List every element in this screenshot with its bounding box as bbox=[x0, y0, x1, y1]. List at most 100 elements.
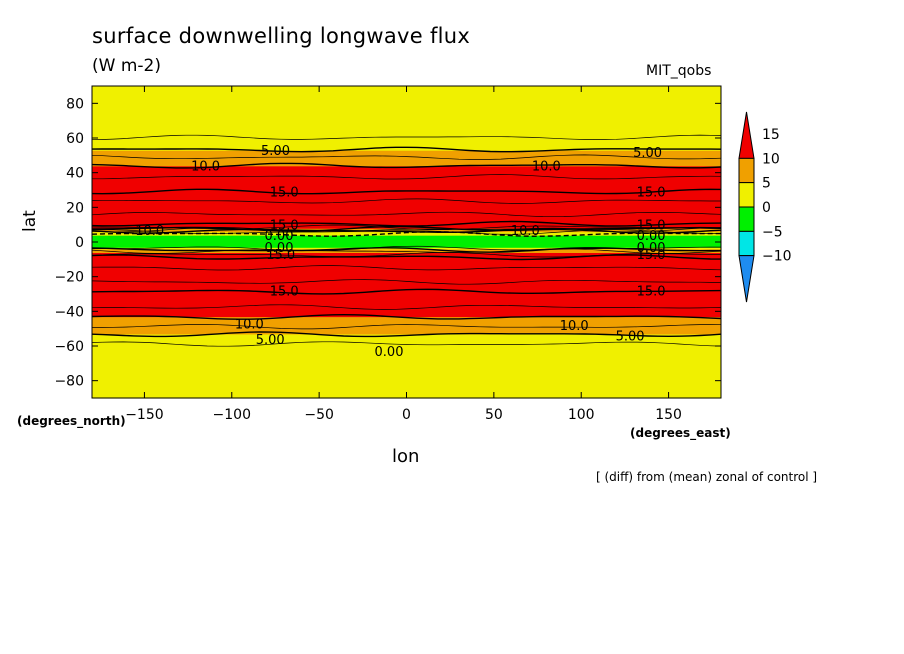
field-band bbox=[92, 150, 721, 153]
contour-line bbox=[91, 154, 722, 160]
field-band bbox=[92, 366, 721, 370]
field-band bbox=[92, 101, 721, 104]
x-tick-label: 50 bbox=[485, 407, 503, 423]
contour-label: 10.0 bbox=[191, 160, 220, 175]
field-band bbox=[92, 91, 721, 94]
field-band bbox=[92, 191, 721, 195]
contour-line bbox=[91, 254, 722, 261]
colorbar-label: −5 bbox=[762, 224, 783, 240]
field-band bbox=[92, 385, 721, 389]
field-band bbox=[92, 118, 721, 122]
x-axis-unit: (degrees_east) bbox=[630, 426, 731, 440]
field-band bbox=[92, 344, 721, 347]
field-band bbox=[92, 138, 721, 141]
field-band bbox=[92, 287, 721, 290]
field-band bbox=[92, 216, 721, 219]
field-band bbox=[92, 134, 721, 137]
field-band bbox=[92, 131, 721, 134]
field-band bbox=[92, 196, 721, 200]
field-band bbox=[92, 233, 721, 236]
field-band bbox=[92, 339, 721, 342]
field-band bbox=[92, 375, 721, 378]
field-band bbox=[92, 302, 721, 305]
colorbar-segment bbox=[738, 230, 755, 257]
field-band bbox=[92, 200, 721, 203]
field-band bbox=[92, 300, 721, 304]
field-band bbox=[92, 295, 721, 299]
field-band bbox=[92, 181, 721, 184]
field-band bbox=[92, 340, 721, 344]
y-tick-label: 80 bbox=[66, 96, 84, 112]
y-axis-unit: (degrees_north) bbox=[17, 414, 126, 428]
field-band bbox=[92, 127, 721, 130]
field-band bbox=[92, 356, 721, 359]
field-band bbox=[92, 328, 721, 331]
contour-line bbox=[91, 188, 722, 195]
field-band bbox=[92, 325, 721, 328]
chart-units: (W m-2) bbox=[92, 56, 161, 76]
colorbar-segment bbox=[738, 255, 755, 303]
field-band bbox=[92, 243, 721, 247]
field-band bbox=[92, 207, 721, 210]
field-band bbox=[92, 205, 721, 208]
field-band bbox=[92, 248, 721, 252]
field-band bbox=[92, 332, 721, 335]
x-tick-label: −100 bbox=[213, 407, 251, 423]
field-band bbox=[92, 359, 721, 363]
field-band bbox=[92, 98, 721, 101]
field-band bbox=[92, 158, 721, 162]
contour-label: 0.00 bbox=[265, 241, 294, 256]
contour-label: 15.0 bbox=[270, 186, 299, 201]
field-band bbox=[92, 242, 721, 245]
field-band bbox=[92, 170, 721, 174]
field-band bbox=[92, 351, 721, 354]
field-band bbox=[92, 337, 721, 340]
x-tick-label: 150 bbox=[655, 407, 682, 423]
field-band bbox=[92, 221, 721, 224]
colorbar-label: 10 bbox=[762, 151, 780, 167]
field-band bbox=[92, 184, 721, 188]
field-band bbox=[92, 139, 721, 143]
axes-layer: −150 −100 −50 0 50 100 150 −80 −60 −40 −20 0 20 40 60 8… bbox=[54, 86, 721, 423]
field-band bbox=[92, 311, 721, 314]
contour-label: 15.0 bbox=[637, 186, 666, 201]
field-band bbox=[92, 255, 721, 259]
field-band bbox=[92, 117, 721, 120]
y-tick-label: 20 bbox=[66, 200, 84, 216]
contour-line bbox=[91, 341, 722, 347]
field-band bbox=[92, 278, 721, 281]
field-band bbox=[92, 290, 721, 293]
x-tick-label: 0 bbox=[402, 407, 411, 423]
field-band bbox=[92, 266, 721, 269]
contour-layer bbox=[91, 134, 722, 347]
field-band bbox=[92, 124, 721, 127]
contour-label: 5.00 bbox=[256, 333, 285, 348]
contour-label: 15.0 bbox=[270, 219, 299, 234]
colorbar: 15 10 5 0 −5 −10 bbox=[738, 111, 792, 303]
field-band bbox=[92, 108, 721, 111]
contour-label: 5.00 bbox=[261, 144, 290, 159]
colorbar-label: 0 bbox=[762, 200, 771, 216]
contour-label: 0.00 bbox=[375, 345, 404, 360]
contour-line bbox=[91, 211, 722, 218]
field-band bbox=[92, 115, 721, 118]
field-band bbox=[92, 361, 721, 364]
field-layer bbox=[92, 86, 721, 399]
field-band bbox=[92, 378, 721, 382]
field-band bbox=[92, 99, 721, 103]
field-band bbox=[92, 157, 721, 160]
field-band bbox=[92, 110, 721, 113]
field-band bbox=[92, 368, 721, 371]
field-band bbox=[92, 214, 721, 217]
contour-label: 10.0 bbox=[532, 160, 561, 175]
field-band bbox=[92, 373, 721, 377]
field-band bbox=[92, 183, 721, 186]
field-band bbox=[92, 217, 721, 221]
contour-line bbox=[91, 220, 722, 227]
chart-title: surface downwelling longwave flux bbox=[92, 24, 471, 48]
colorbar-label: 15 bbox=[762, 127, 780, 143]
field-band bbox=[92, 106, 721, 110]
field-band bbox=[92, 330, 721, 333]
y-tick-label: 0 bbox=[75, 235, 84, 251]
